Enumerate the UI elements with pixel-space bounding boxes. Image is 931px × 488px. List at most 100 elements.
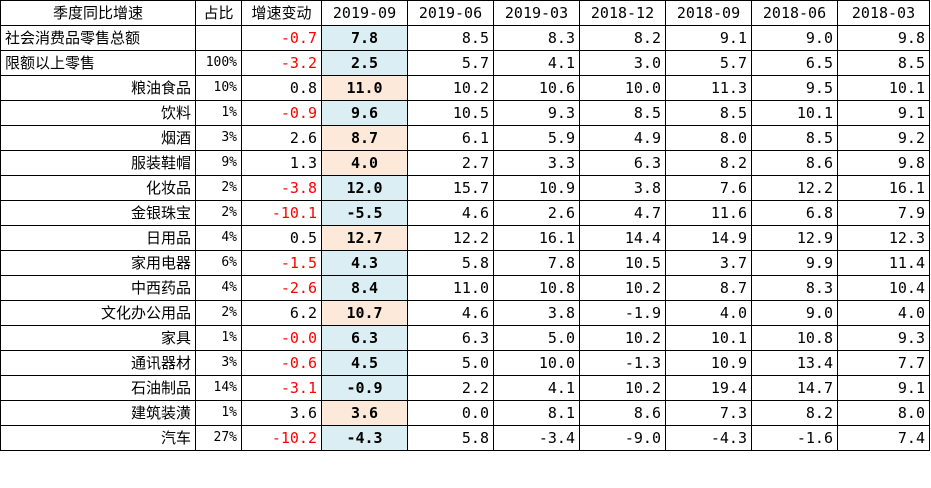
- column-header: 增速变动: [241, 0, 322, 26]
- growth-change-value: 0.8: [241, 75, 322, 101]
- column-header: 2019-09: [321, 0, 408, 26]
- table-row: 家用电器 6% -1.5 4.3 5.8 7.8 10.5 3.7 9.9 11.4: [0, 250, 930, 276]
- quarter-value: 11.0: [407, 275, 494, 301]
- column-header: 2019-03: [493, 0, 580, 26]
- quarter-value: 5.7: [407, 50, 494, 76]
- category-name: 饮料: [0, 100, 196, 126]
- column-header: 季度同比增速: [0, 0, 196, 26]
- quarter-value: 10.8: [493, 275, 580, 301]
- quarter-value: 9.1: [837, 375, 930, 401]
- latest-quarter-value: 7.8: [321, 25, 408, 51]
- quarter-value: 19.4: [665, 375, 752, 401]
- quarter-value: 8.2: [579, 25, 666, 51]
- quarter-value: 10.1: [751, 100, 838, 126]
- quarter-value: 3.8: [493, 300, 580, 326]
- growth-change-value: -3.2: [241, 50, 322, 76]
- quarter-value: 16.1: [837, 175, 930, 201]
- column-header: 2018-12: [579, 0, 666, 26]
- table-row: 限额以上零售 100% -3.2 2.5 5.7 4.1 3.0 5.7 6.5 8.5: [0, 50, 930, 76]
- quarter-value: 6.3: [407, 325, 494, 351]
- share-value: 1%: [195, 325, 242, 351]
- column-header: 占比: [195, 0, 242, 26]
- quarter-value: 7.7: [837, 350, 930, 376]
- quarter-value: 4.1: [493, 50, 580, 76]
- latest-quarter-value: -5.5: [321, 200, 408, 226]
- growth-change-value: -0.9: [241, 100, 322, 126]
- quarter-value: 10.0: [579, 75, 666, 101]
- growth-change-value: 3.6: [241, 400, 322, 426]
- growth-change-value: -3.1: [241, 375, 322, 401]
- quarter-value: 8.0: [665, 125, 752, 151]
- growth-change-value: -2.6: [241, 275, 322, 301]
- table-row: 汽车 27% -10.2 -4.3 5.8 -3.4 -9.0 -4.3 -1.6 7.4: [0, 425, 930, 451]
- table-row: 金银珠宝 2% -10.1 -5.5 4.6 2.6 4.7 11.6 6.8 7.9: [0, 200, 930, 226]
- category-name: 中西药品: [0, 275, 196, 301]
- column-header: 2018-06: [751, 0, 838, 26]
- latest-quarter-value: 4.5: [321, 350, 408, 376]
- quarter-value: 2.6: [493, 200, 580, 226]
- share-value: 2%: [195, 300, 242, 326]
- category-name: 汽车: [0, 425, 196, 451]
- growth-change-value: -0.6: [241, 350, 322, 376]
- column-header: 2018-09: [665, 0, 752, 26]
- growth-change-value: -1.5: [241, 250, 322, 276]
- quarter-value: 5.8: [407, 425, 494, 451]
- latest-quarter-value: 10.7: [321, 300, 408, 326]
- latest-quarter-value: 8.4: [321, 275, 408, 301]
- table-row: 通讯器材 3% -0.6 4.5 5.0 10.0 -1.3 10.9 13.4 7.7: [0, 350, 930, 376]
- quarter-value: 4.1: [493, 375, 580, 401]
- quarter-value: 8.2: [751, 400, 838, 426]
- quarter-value: 10.2: [579, 275, 666, 301]
- latest-quarter-value: 12.0: [321, 175, 408, 201]
- growth-change-value: -3.8: [241, 175, 322, 201]
- column-header: 2018-03: [837, 0, 930, 26]
- category-name: 家具: [0, 325, 196, 351]
- quarter-value: 10.2: [407, 75, 494, 101]
- latest-quarter-value: 4.3: [321, 250, 408, 276]
- growth-change-value: 6.2: [241, 300, 322, 326]
- quarter-value: 12.9: [751, 225, 838, 251]
- category-name: 日用品: [0, 225, 196, 251]
- quarter-value: -1.9: [579, 300, 666, 326]
- quarter-value: 15.7: [407, 175, 494, 201]
- quarter-value: 5.9: [493, 125, 580, 151]
- quarter-value: 9.8: [837, 25, 930, 51]
- quarter-value: 2.2: [407, 375, 494, 401]
- quarter-value: 5.0: [407, 350, 494, 376]
- category-name: 文化办公用品: [0, 300, 196, 326]
- growth-change-value: -0.7: [241, 25, 322, 51]
- growth-change-value: 2.6: [241, 125, 322, 151]
- quarter-value: 4.0: [665, 300, 752, 326]
- quarter-value: 5.0: [493, 325, 580, 351]
- table-row: 粮油食品 10% 0.8 11.0 10.2 10.6 10.0 11.3 9.5 10.1: [0, 75, 930, 101]
- quarter-value: -3.4: [493, 425, 580, 451]
- quarter-value: 9.0: [751, 300, 838, 326]
- quarter-value: 8.6: [751, 150, 838, 176]
- quarter-value: 3.8: [579, 175, 666, 201]
- quarter-value: 10.1: [665, 325, 752, 351]
- table-row: 石油制品 14% -3.1 -0.9 2.2 4.1 10.2 19.4 14.7 9.1: [0, 375, 930, 401]
- category-name: 服装鞋帽: [0, 150, 196, 176]
- quarter-value: 8.0: [837, 400, 930, 426]
- latest-quarter-value: 8.7: [321, 125, 408, 151]
- share-value: 9%: [195, 150, 242, 176]
- category-name: 化妆品: [0, 175, 196, 201]
- quarter-value: 10.5: [407, 100, 494, 126]
- quarter-value: 10.9: [493, 175, 580, 201]
- share-value: [195, 25, 242, 51]
- quarter-value: 9.1: [665, 25, 752, 51]
- quarter-value: -1.3: [579, 350, 666, 376]
- quarter-value: 3.0: [579, 50, 666, 76]
- latest-quarter-value: 4.0: [321, 150, 408, 176]
- quarter-value: 7.4: [837, 425, 930, 451]
- quarter-value: 4.7: [579, 200, 666, 226]
- share-value: 10%: [195, 75, 242, 101]
- quarter-value: 4.9: [579, 125, 666, 151]
- share-value: 100%: [195, 50, 242, 76]
- quarter-value: 4.6: [407, 200, 494, 226]
- quarter-value: 3.3: [493, 150, 580, 176]
- quarter-value: 10.4: [837, 275, 930, 301]
- quarter-value: 14.7: [751, 375, 838, 401]
- table-row: 建筑装潢 1% 3.6 3.6 0.0 8.1 8.6 7.3 8.2 8.0: [0, 400, 930, 426]
- quarter-value: -1.6: [751, 425, 838, 451]
